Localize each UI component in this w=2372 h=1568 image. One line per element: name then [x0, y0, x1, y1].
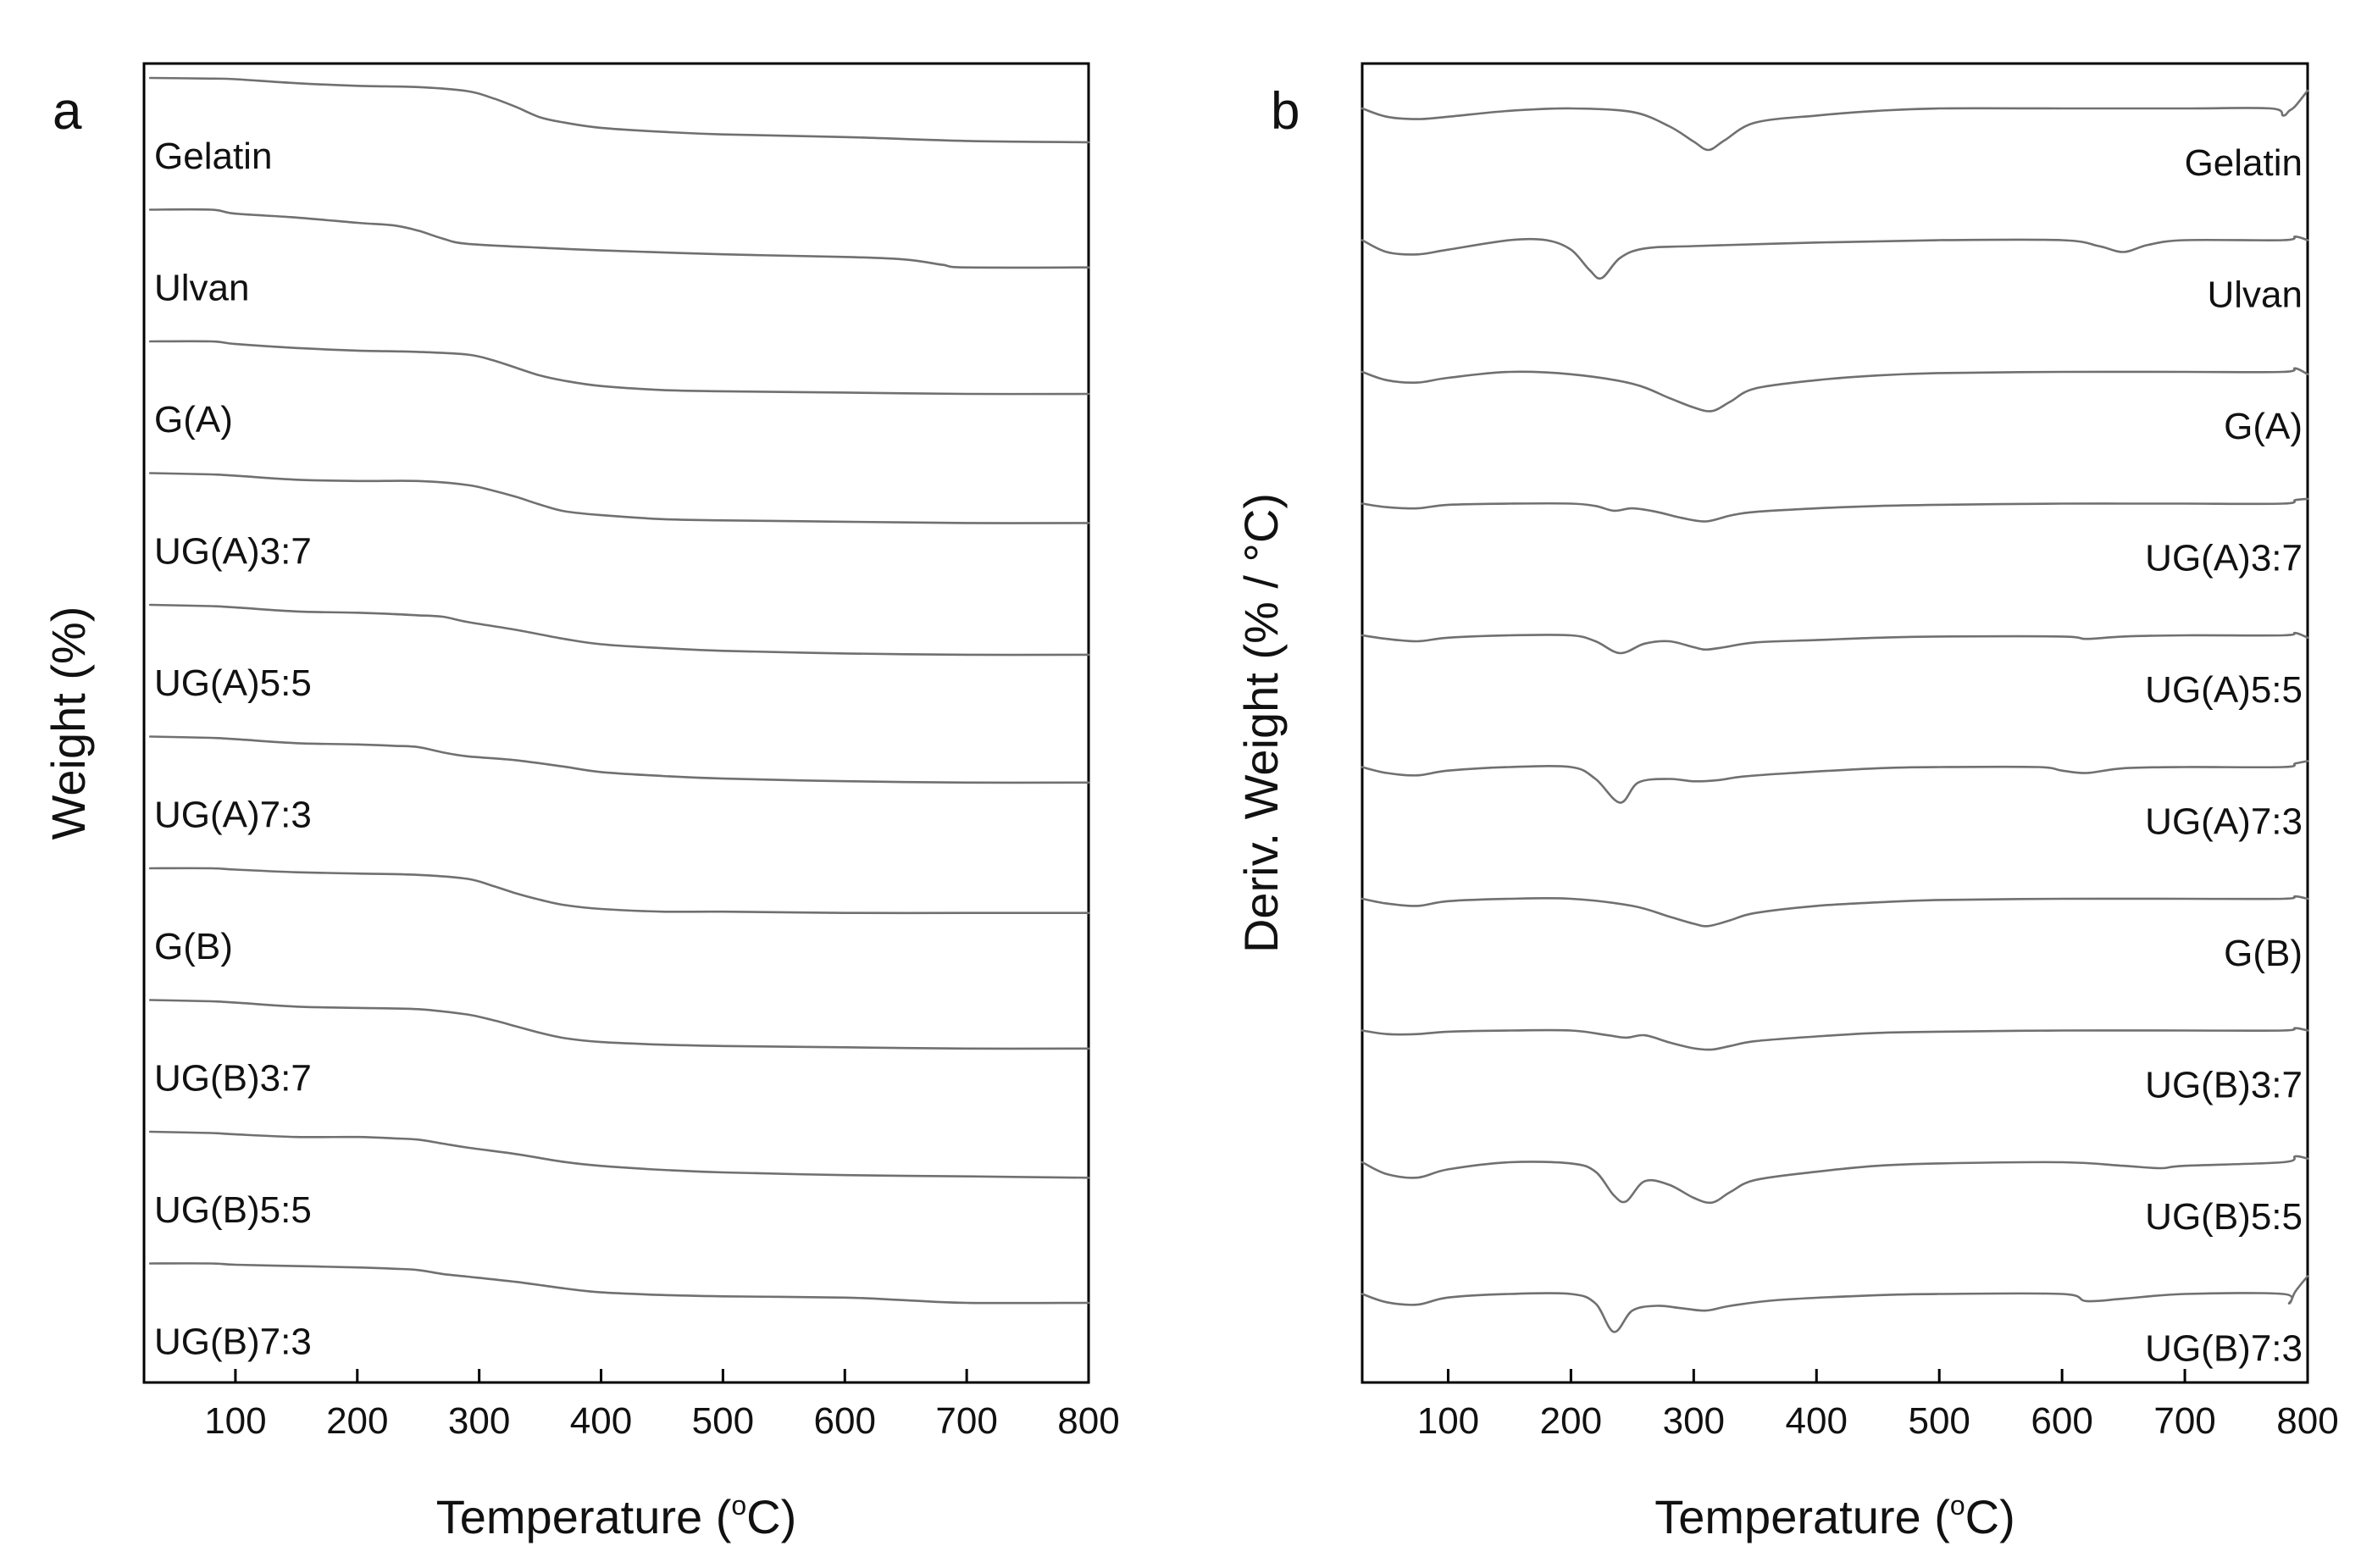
series-line-ug-a-7-3: [1361, 760, 2309, 804]
x-tick-label: 500: [692, 1400, 754, 1442]
x-tick-label: 100: [204, 1400, 266, 1442]
x-tick-label: 100: [1417, 1400, 1479, 1442]
y-axis-label: Deriv. Weight (% / °C): [1234, 493, 1288, 953]
x-axis-label: Temperature (oC): [1654, 1490, 2015, 1543]
x-tick-label: 200: [1540, 1400, 1602, 1442]
series-line-ug-a-5-5: [1361, 631, 2309, 655]
series-label: G(B): [154, 926, 233, 967]
series-label: G(B): [2224, 933, 2303, 974]
series-label: UG(B)3:7: [154, 1058, 312, 1100]
series-label: UG(A)7:3: [2145, 801, 2303, 843]
series-line-gelatin: [1361, 89, 2309, 152]
x-tick-label: 300: [448, 1400, 510, 1442]
x-tick-label: 400: [1786, 1400, 1848, 1442]
series-label: UG(A)3:7: [2145, 538, 2303, 579]
series-label: Ulvan: [154, 268, 250, 309]
x-tick-label: 600: [814, 1400, 876, 1442]
x-tick-label: 400: [570, 1400, 632, 1442]
panel-letter: a: [53, 82, 82, 141]
series-line-ug-b-5-5: [148, 1130, 1090, 1179]
panel-letter: b: [1271, 82, 1300, 141]
series-line-ug-b-3-7: [1361, 1027, 2309, 1051]
series-line-ug-a-5-5: [148, 603, 1090, 657]
series-line-ug-a-7-3: [148, 735, 1090, 784]
x-tick-label: 600: [2031, 1400, 2092, 1442]
series-line-g-b-: [1361, 895, 2309, 928]
series-line-ulvan: [148, 208, 1090, 269]
series-line-g-a-: [1361, 367, 2309, 413]
series-line-gelatin: [148, 76, 1090, 144]
series-label: UG(A)7:3: [154, 795, 312, 836]
x-tick-label: 800: [1057, 1400, 1119, 1442]
x-axis-label: Temperature (oC): [436, 1490, 796, 1543]
series-label: UG(A)5:5: [154, 662, 312, 704]
series-label: G(A): [2224, 406, 2303, 447]
x-tick-label: 500: [1908, 1400, 1970, 1442]
x-tick-label: 700: [935, 1400, 997, 1442]
series-label: UG(B)5:5: [154, 1189, 312, 1231]
y-axis-label: Weight (%): [42, 607, 95, 840]
series-label: UG(B)3:7: [2145, 1065, 2303, 1106]
series-label: UG(B)7:3: [2145, 1328, 2303, 1370]
series-label: UG(A)3:7: [154, 531, 312, 573]
series-line-ulvan: [1361, 235, 2309, 280]
series-label: G(A): [154, 399, 233, 440]
series-line-g-a-: [148, 340, 1090, 396]
series-line-ug-b-3-7: [148, 999, 1090, 1050]
x-tick-label: 200: [326, 1400, 388, 1442]
series-line-ug-a-3-7: [148, 472, 1090, 524]
x-tick-label: 700: [2153, 1400, 2215, 1442]
series-line-ug-b-7-3: [1361, 1275, 2309, 1333]
panel-a: 100 200 300 400 500 600 700 800 Temperature (oC)…: [42, 62, 1120, 1543]
series-line-ug-b-7-3: [148, 1262, 1090, 1305]
x-tick-label: 800: [2276, 1400, 2338, 1442]
x-tick-label: 300: [1663, 1400, 1725, 1442]
series-label: UG(B)5:5: [2145, 1196, 2303, 1238]
series-line-g-b-: [148, 867, 1090, 915]
series-line-ug-a-3-7: [1361, 497, 2309, 523]
series-label: UG(A)5:5: [2145, 669, 2303, 711]
plot-frame: [1361, 62, 2309, 1384]
series-label: Gelatin: [154, 136, 272, 177]
panel-b: 100 200 300 400 500 600 700 800 Temperature (oC)…: [1234, 62, 2339, 1543]
series-label: Ulvan: [2208, 274, 2303, 316]
plot-frame: [142, 62, 1090, 1384]
series-label: Gelatin: [2185, 142, 2303, 184]
series-line-ug-b-5-5: [1361, 1155, 2309, 1205]
series-label: UG(B)7:3: [154, 1321, 312, 1363]
